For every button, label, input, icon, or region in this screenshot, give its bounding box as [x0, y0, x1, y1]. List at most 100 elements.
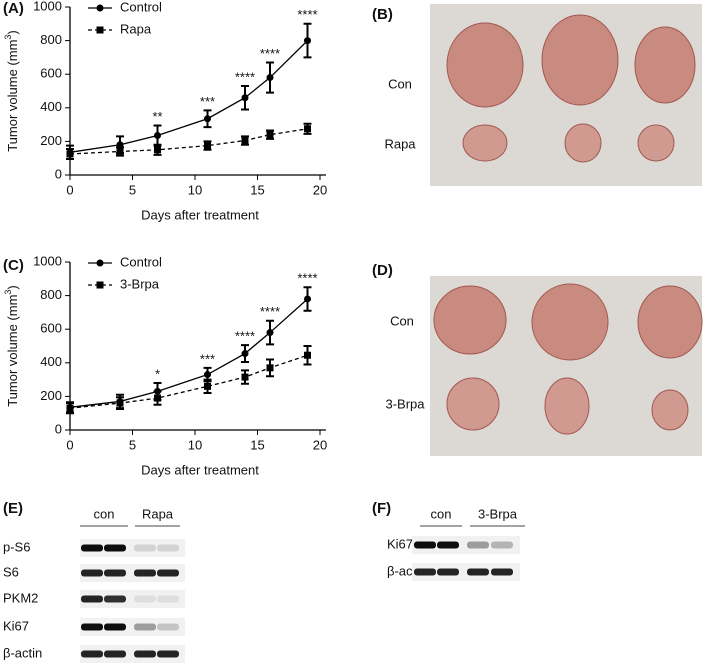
blot-band — [134, 544, 156, 552]
significance: * — [155, 366, 160, 381]
y-tick-label: 800 — [40, 32, 62, 47]
y-axis-label-part: 3 — [3, 35, 13, 40]
blot-band — [134, 595, 156, 603]
marker — [304, 37, 311, 45]
blot-band — [134, 650, 156, 658]
x-tick-label: 0 — [66, 182, 73, 197]
y-tick-label: 1000 — [33, 0, 62, 13]
y-tick-label: 200 — [40, 133, 62, 148]
x-tick-label: 5 — [129, 182, 136, 197]
marker — [96, 26, 104, 34]
significance: **** — [260, 46, 280, 61]
y-tick-label: 0 — [55, 421, 62, 436]
significance: **** — [235, 69, 255, 84]
x-tick-label: 10 — [188, 437, 202, 452]
marker — [266, 364, 274, 372]
marker — [96, 281, 104, 289]
tumors — [433, 283, 703, 435]
blot-strip — [80, 564, 185, 582]
blot-band — [491, 568, 513, 576]
panel-label: (C) — [3, 257, 24, 274]
blot-row-label: Ki67 — [387, 536, 413, 551]
x-tick-label: 15 — [250, 182, 264, 197]
blot-band — [467, 568, 489, 576]
blot-band — [157, 623, 179, 631]
blot-strip — [80, 539, 185, 557]
y-axis-label: Tumor volume (mm3) — [3, 285, 20, 407]
blot-strip — [412, 536, 520, 554]
blot-band — [81, 650, 103, 658]
marker — [154, 394, 161, 402]
significance: *** — [200, 351, 215, 366]
marker — [304, 125, 311, 133]
y-axis-label-part: ) — [5, 285, 20, 289]
x-axis-label: Days after treatment — [141, 207, 259, 222]
marker — [241, 94, 249, 102]
blot-strip — [80, 618, 185, 636]
blot-band — [104, 650, 126, 658]
y-axis-label-part: ) — [5, 30, 20, 34]
blot-band — [157, 650, 179, 658]
blot-row-label: S6 — [3, 564, 19, 579]
blot-band — [81, 569, 103, 577]
blot-band — [437, 541, 459, 549]
blot-band — [81, 623, 103, 631]
y-tick-label: 400 — [40, 99, 62, 114]
significance: *** — [200, 94, 215, 109]
blot-band — [157, 595, 179, 603]
marker — [154, 132, 161, 140]
panel-label: (F) — [372, 500, 391, 517]
photo-row-label: Rapa — [384, 136, 416, 151]
y-axis-label-part: Tumor volume (mm — [5, 40, 20, 152]
blot-band — [104, 595, 126, 603]
marker — [241, 137, 249, 145]
marker — [66, 404, 74, 412]
panel-label: (D) — [372, 262, 393, 279]
photo-row-label: Con — [390, 313, 414, 328]
legend-label: Control — [120, 254, 162, 269]
marker — [204, 371, 211, 379]
marker — [304, 351, 311, 359]
photo-row-label: Con — [388, 76, 412, 91]
y-axis-label-part: 3 — [3, 290, 13, 295]
legend-label: 3-Brpa — [120, 276, 160, 291]
y-tick-label: 0 — [55, 166, 62, 181]
series-line — [69, 354, 308, 409]
blot-band — [104, 623, 126, 631]
photo-row-label: 3-Brpa — [385, 396, 425, 411]
blot-group-label: Rapa — [142, 506, 174, 521]
panel-label: (E) — [3, 500, 23, 517]
blot-strip — [412, 563, 520, 581]
blot-group-label: 3-Brpa — [478, 506, 518, 521]
marker — [266, 131, 274, 139]
marker — [154, 146, 161, 154]
marker — [204, 382, 211, 390]
blot-band — [81, 544, 103, 552]
y-tick-label: 400 — [40, 354, 62, 369]
blot-band — [81, 595, 103, 603]
marker — [241, 350, 249, 358]
blot-row-label: PKM2 — [3, 590, 38, 605]
x-tick-label: 20 — [313, 182, 327, 197]
blot-row-label: p-S6 — [3, 539, 30, 554]
y-tick-label: 200 — [40, 388, 62, 403]
y-tick-label: 600 — [40, 321, 62, 336]
significance: **** — [260, 304, 280, 319]
panel-label: (B) — [372, 6, 393, 23]
tumors — [446, 14, 696, 163]
blot-band — [414, 541, 436, 549]
marker — [241, 373, 249, 381]
y-tick-label: 600 — [40, 66, 62, 81]
blot-band — [491, 541, 513, 549]
significance: **** — [235, 329, 255, 344]
x-tick-label: 20 — [313, 437, 327, 452]
blot-group-label: con — [431, 506, 452, 521]
y-tick-label: 800 — [40, 287, 62, 302]
blot-band — [134, 569, 156, 577]
blot-group-label: con — [94, 506, 115, 521]
blot-strip — [80, 645, 185, 663]
legend-label: Rapa — [120, 21, 152, 36]
blot-strip — [80, 590, 185, 608]
blot-row-label: Ki67 — [3, 618, 29, 633]
